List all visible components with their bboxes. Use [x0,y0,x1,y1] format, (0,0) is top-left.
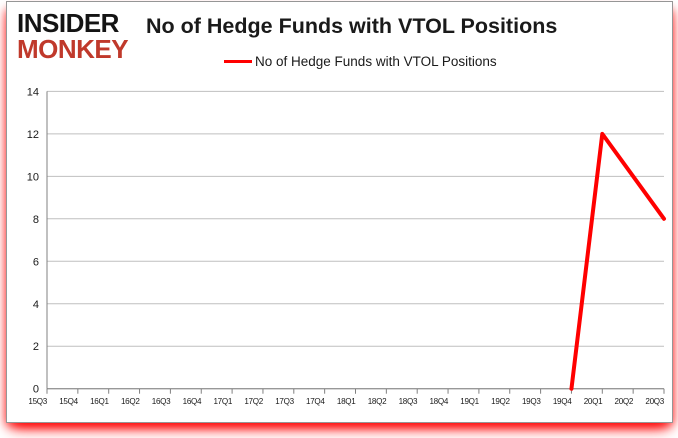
svg-text:19Q2: 19Q2 [491,397,510,406]
svg-text:14: 14 [27,86,39,98]
svg-text:18Q1: 18Q1 [337,397,356,406]
svg-text:16Q4: 16Q4 [183,397,202,406]
svg-text:17Q3: 17Q3 [275,397,294,406]
svg-text:12: 12 [27,129,39,141]
svg-text:8: 8 [33,214,39,226]
svg-text:18Q4: 18Q4 [429,397,448,406]
svg-text:15Q4: 15Q4 [59,397,78,406]
svg-text:0: 0 [33,384,39,396]
svg-text:17Q4: 17Q4 [306,397,325,406]
svg-text:19Q4: 19Q4 [553,397,572,406]
svg-text:18Q3: 18Q3 [399,397,418,406]
svg-text:16Q2: 16Q2 [121,397,140,406]
svg-text:20Q1: 20Q1 [584,397,603,406]
svg-text:16Q1: 16Q1 [90,397,109,406]
svg-text:19Q1: 19Q1 [460,397,479,406]
svg-text:20Q3: 20Q3 [645,397,664,406]
svg-text:4: 4 [33,299,39,311]
svg-text:15Q3: 15Q3 [28,397,47,406]
svg-text:19Q3: 19Q3 [522,397,541,406]
svg-text:16Q3: 16Q3 [152,397,171,406]
svg-text:17Q1: 17Q1 [213,397,232,406]
svg-text:2: 2 [33,341,39,353]
svg-text:6: 6 [33,256,39,268]
svg-text:18Q2: 18Q2 [368,397,387,406]
svg-text:10: 10 [27,171,39,183]
svg-text:20Q2: 20Q2 [615,397,634,406]
svg-text:MONKEY: MONKEY [17,34,128,64]
svg-text:17Q2: 17Q2 [244,397,263,406]
